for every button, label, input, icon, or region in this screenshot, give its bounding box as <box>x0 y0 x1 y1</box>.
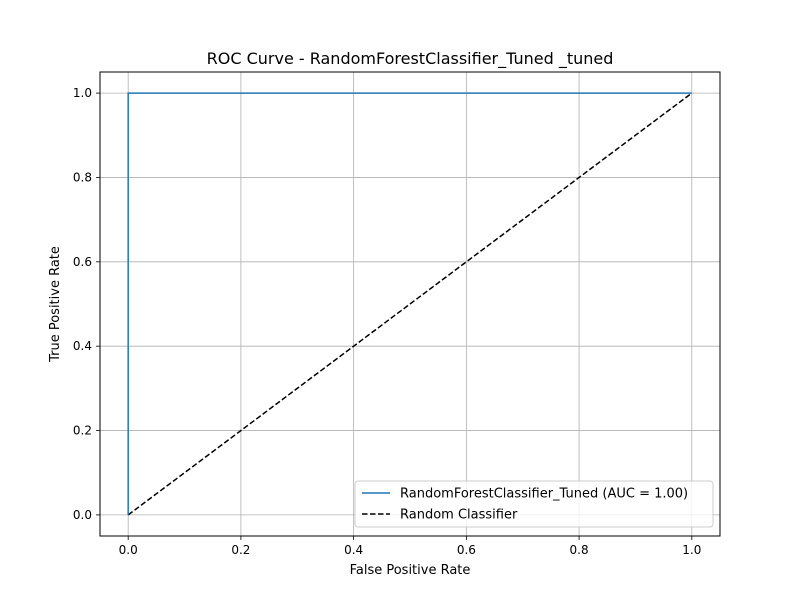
y-tick-label: 0.0 <box>73 508 92 522</box>
random-classifier-line <box>127 92 693 516</box>
y-tick-label: 0.8 <box>73 170 92 184</box>
series-layer <box>127 92 693 516</box>
x-tick-label: 0.6 <box>457 543 476 557</box>
x-tick-label: 0.8 <box>570 543 589 557</box>
x-tick-label: 1.0 <box>682 543 701 557</box>
chart-title: ROC Curve - RandomForestClassifier_Tuned… <box>207 49 614 69</box>
y-tick-label: 0.2 <box>73 424 92 438</box>
legend-box <box>354 480 714 528</box>
plot-frame <box>99 71 721 537</box>
y-tick-label: 1.0 <box>73 86 92 100</box>
x-tick-label: 0.4 <box>344 543 363 557</box>
legend-label: Random Classifier <box>400 508 518 523</box>
tick-layer: 0.0 0.2 0.4 0.6 0.8 1.0 0.0 0.2 0.4 0.6 0.8 1.0 <box>73 86 701 557</box>
x-tick-label: 0.2 <box>231 543 250 557</box>
x-tick-label: 0.0 <box>119 543 138 557</box>
legend-label: RandomForestClassifier_Tuned (AUC = 1.00… <box>400 487 688 502</box>
y-axis-label: True Positive Rate <box>48 246 63 363</box>
legend: RandomForestClassifier_Tuned (AUC = 1.00… <box>354 480 714 528</box>
y-tick-label: 0.4 <box>73 339 92 353</box>
y-tick-label: 0.6 <box>73 255 92 269</box>
x-axis-label: False Positive Rate <box>350 563 471 578</box>
roc-curve-line <box>127 92 692 515</box>
